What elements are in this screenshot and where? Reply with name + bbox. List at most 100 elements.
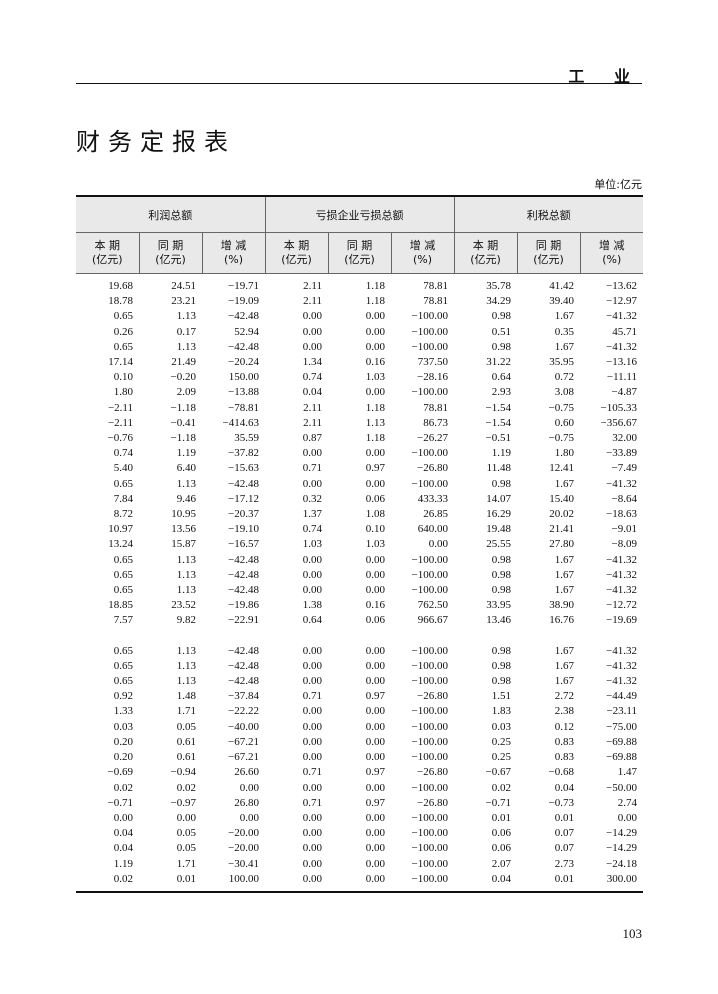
table-cell: 18.85	[108, 599, 133, 612]
table-cell: 0.98	[491, 659, 511, 672]
table-row: −0.69 −0.94 26.60 0.71 0.97 −26.80 −0.67 −0.68 1…	[76, 765, 643, 780]
table-cell: 0.04	[554, 781, 574, 794]
table-cell: 1.18	[365, 295, 385, 308]
table-cell: 0.05	[176, 842, 196, 855]
table-cell: 762.50	[417, 599, 448, 612]
table-cell: −0.71	[107, 796, 133, 809]
table-cell: 1.71	[176, 705, 196, 718]
table-cell: 0.00	[239, 811, 259, 824]
table-cell: −78.81	[228, 401, 259, 414]
table-cell: 0.00	[365, 720, 385, 733]
table-cell: 0.04	[113, 827, 133, 840]
table-cell: 0.00	[302, 584, 322, 597]
table-cell: −4.87	[611, 386, 637, 399]
table-cell: 10.97	[108, 523, 133, 536]
table-cell: −20.00	[228, 827, 259, 840]
table-cell: 9.82	[176, 614, 196, 627]
table-cell: −41.32	[606, 553, 637, 566]
table-cell: 0.65	[113, 675, 133, 688]
table-cell: 0.06	[365, 492, 385, 505]
table-cell: 1.13	[176, 568, 196, 581]
table-row: 0.20 0.61 −67.21 0.00 0.00 −100.00 0.25 0.83 −69…	[76, 750, 643, 765]
table-row: 0.04 0.05 −20.00 0.00 0.00 −100.00 0.06 0.07 −14…	[76, 841, 643, 856]
table-cell: 0.00	[239, 781, 259, 794]
table-cell: −1.18	[170, 432, 196, 445]
table-row: 5.40 6.40 −15.63 0.71 0.97 −26.80 11.48 12.41 −7…	[76, 461, 643, 476]
table-cell: 0.98	[491, 675, 511, 688]
table-cell: −23.11	[606, 705, 637, 718]
table-cell: −20.00	[228, 842, 259, 855]
table-cell: 0.98	[491, 568, 511, 581]
table-cell: −1.18	[170, 401, 196, 414]
table-cell: 0.00	[365, 857, 385, 870]
unit-label: 单位:亿元	[594, 178, 642, 191]
table-cell: 0.20	[113, 735, 133, 748]
table-cell: −0.67	[485, 766, 511, 779]
table-cell: −100.00	[411, 644, 448, 657]
table-cell: 0.26	[113, 325, 133, 338]
table-cell: 0.00	[365, 325, 385, 338]
table-cell: 21.41	[549, 523, 574, 536]
table-cell: 14.07	[486, 492, 511, 505]
table-cell: −42.48	[228, 340, 259, 353]
table-cell: 0.00	[302, 720, 322, 733]
group-header-profit: 利润总额	[76, 195, 265, 233]
table-cell: 0.01	[176, 872, 196, 885]
table-cell: −0.94	[170, 766, 196, 779]
table-cell: −100.00	[411, 659, 448, 672]
table-cell: 10.95	[171, 508, 196, 521]
column-header-name: 增 减	[220, 239, 247, 252]
table-cell: −100.00	[411, 751, 448, 764]
table-cell: 0.00	[365, 705, 385, 718]
table-cell: 0.00	[302, 827, 322, 840]
table-cell: 0.00	[302, 644, 322, 657]
table-row: 0.26 0.17 52.94 0.00 0.00 −100.00 0.51 0.35 45.7…	[76, 325, 643, 340]
table-row: 0.03 0.05 −40.00 0.00 0.00 −100.00 0.03 0.12 −75…	[76, 720, 643, 735]
table-cell: 0.65	[113, 340, 133, 353]
table-cell: 0.00	[365, 735, 385, 748]
table-cell: 1.37	[302, 508, 322, 521]
table-cell: 1.18	[365, 401, 385, 414]
table-cell: 0.02	[113, 872, 133, 885]
column-header-name: 本 期	[94, 239, 121, 252]
table-cell: 0.07	[554, 827, 574, 840]
table-cell: 0.00	[302, 340, 322, 353]
table-cell: −26.80	[417, 690, 448, 703]
table-cell: 300.00	[606, 872, 637, 885]
table-cell: 2.74	[617, 796, 637, 809]
table-cell: 7.84	[113, 492, 133, 505]
page-title: 财务定报表	[76, 128, 236, 156]
section-spacer	[76, 629, 643, 644]
table-cell: 0.97	[365, 766, 385, 779]
table-cell: 13.46	[486, 614, 511, 627]
table-cell: −1.54	[485, 401, 511, 414]
table-cell: 2.09	[176, 386, 196, 399]
table-row: 0.65 1.13 −42.48 0.00 0.00 −100.00 0.98 1.67 −41…	[76, 309, 643, 324]
table-cell: −100.00	[411, 827, 448, 840]
table-cell: −414.63	[222, 416, 259, 429]
table-cell: 966.67	[417, 614, 448, 627]
table-cell: −105.33	[600, 401, 637, 414]
column-header-unit: (亿元)	[533, 253, 564, 266]
column-header: 增 减 (%)	[579, 232, 643, 274]
table-row: 0.65 1.13 −42.48 0.00 0.00 −100.00 0.98 1.67 −41…	[76, 553, 643, 568]
table-cell: 0.00	[302, 857, 322, 870]
table-cell: 35.95	[549, 356, 574, 369]
table-cell: −41.32	[606, 310, 637, 323]
table-cell: −42.48	[228, 310, 259, 323]
table-cell: 32.00	[612, 432, 637, 445]
table-row: 13.24 15.87 −16.57 1.03 1.03 0.00 25.55 27.80 −8…	[76, 537, 643, 552]
table-cell: 2.38	[554, 705, 574, 718]
table-cell: 52.94	[234, 325, 259, 338]
table-cell: −12.72	[606, 599, 637, 612]
table-cell: −9.01	[611, 523, 637, 536]
table-cell: 0.10	[113, 371, 133, 384]
table-cell: 0.61	[176, 735, 196, 748]
table-cell: 13.56	[171, 523, 196, 536]
table-cell: 0.00	[302, 811, 322, 824]
table-cell: −100.00	[411, 781, 448, 794]
table-cell: −8.64	[611, 492, 637, 505]
table-row: 0.65 1.13 −42.48 0.00 0.00 −100.00 0.98 1.67 −41…	[76, 644, 643, 659]
table-cell: 0.65	[113, 659, 133, 672]
table-cell: 19.48	[486, 523, 511, 536]
